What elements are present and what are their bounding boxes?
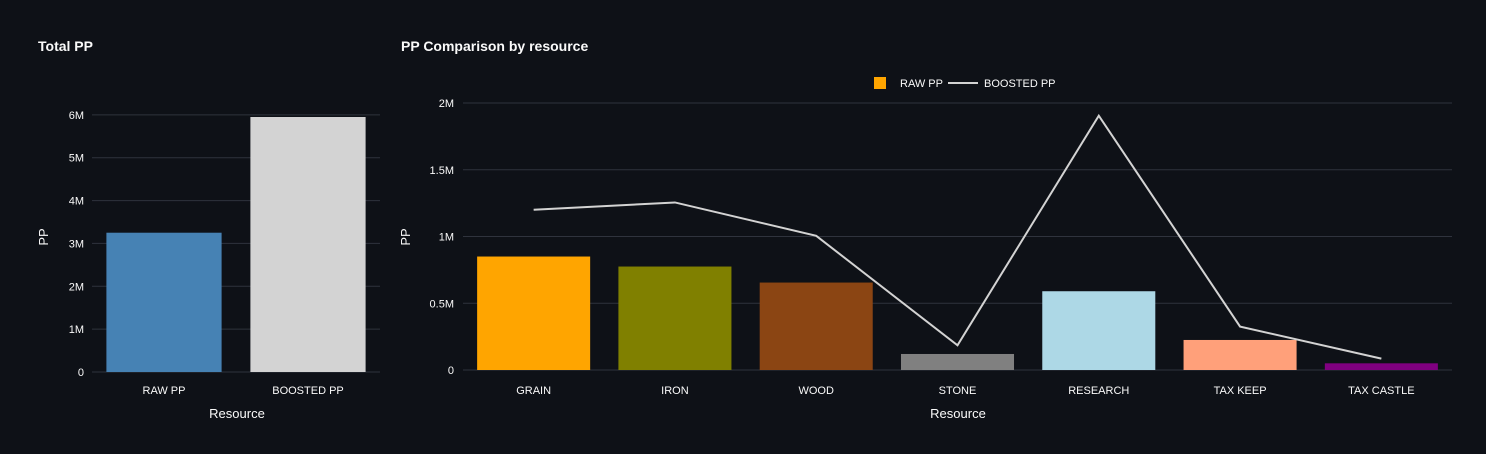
- total-pp-xtick-label: RAW PP: [143, 385, 186, 397]
- total-pp-bar-boosted-pp: [250, 117, 366, 372]
- total-pp-ytick-label: 4M: [69, 196, 84, 208]
- pp-comparison-xlabel: Resource: [930, 406, 986, 421]
- raw-pp-bar-research: [1042, 291, 1156, 370]
- pp-comparison-xtick-label: WOOD: [798, 385, 833, 397]
- raw-pp-bar-tax-castle: [1324, 363, 1438, 370]
- raw-pp-bar-wood: [759, 282, 873, 370]
- pp-comparison-chart: 0 0.5M 1M 1.5M 2M GRAIN IRON WOOD STONE RESEARCH…: [398, 77, 1452, 421]
- raw-pp-bar-tax-keep: [1183, 339, 1297, 370]
- total-pp-ytick-label: 1M: [69, 324, 84, 336]
- pp-comparison-xtick-label: TAX KEEP: [1214, 385, 1267, 397]
- pp-comparison-xtick-label: STONE: [939, 385, 977, 397]
- boosted-pp-line: [533, 113, 1382, 360]
- pp-comparison-ylabel: PP: [398, 228, 413, 245]
- pp-comparison-ytick-label: 1.5M: [430, 165, 454, 177]
- pp-comparison-ytick-label: 2M: [439, 98, 454, 110]
- total-pp-title: Total PP: [38, 38, 93, 54]
- legend-boosted-pp-label: BOOSTED PP: [984, 78, 1056, 90]
- pp-comparison-xtick-label: TAX CASTLE: [1348, 385, 1414, 397]
- pp-comparison-xtick-label: RESEARCH: [1068, 385, 1129, 397]
- pp-comparison-ytick-label: 0: [448, 365, 454, 377]
- pp-comparison-xtick-label: IRON: [661, 385, 689, 397]
- legend-raw-pp-marker: [874, 77, 886, 89]
- total-pp-ytick-label: 0: [78, 367, 84, 379]
- pp-comparison-chart-panel: PP Comparison by resource 0 0.5M 1M 1.5M 2M …: [390, 0, 1486, 454]
- total-pp-ytick-label: 2M: [69, 281, 84, 293]
- total-pp-ylabel: PP: [36, 228, 51, 245]
- pp-comparison-legend: RAW PP BOOSTED PP: [874, 77, 1056, 90]
- total-pp-ytick-label: 5M: [69, 153, 84, 165]
- raw-pp-bar-grain: [477, 256, 591, 370]
- total-pp-bar-raw-pp: [106, 232, 222, 372]
- total-pp-xtick-label: BOOSTED PP: [272, 385, 344, 397]
- legend-raw-pp-label: RAW PP: [900, 78, 943, 90]
- total-pp-chart-panel: Total PP 0 1M 2M 3M 4M 5M 6M RAW PP BOOSTED PP …: [0, 0, 390, 454]
- pp-comparison-ytick-label: 0.5M: [430, 298, 454, 310]
- raw-pp-bar-iron: [618, 266, 732, 370]
- raw-pp-bar-stone: [900, 353, 1015, 370]
- total-pp-ytick-label: 3M: [69, 238, 84, 250]
- total-pp-ytick-label: 6M: [69, 110, 84, 122]
- pp-comparison-xtick-label: GRAIN: [516, 385, 551, 397]
- total-pp-xlabel: Resource: [209, 406, 265, 421]
- pp-comparison-ytick-label: 1M: [439, 232, 454, 244]
- pp-comparison-title: PP Comparison by resource: [401, 38, 589, 54]
